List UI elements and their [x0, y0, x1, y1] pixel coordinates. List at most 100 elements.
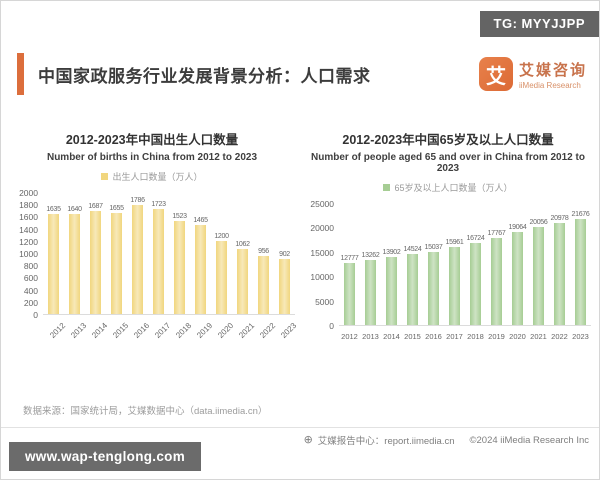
bar	[386, 257, 397, 325]
x-tick-label: 2018	[467, 332, 484, 341]
chart-body: 2000 1800 1600 1400 1200 1000 800 600 400 200 0 16…	[9, 188, 295, 320]
bar-value-label: 1635	[46, 206, 61, 214]
y-axis: 25000 20000 15000 10000 5000 0	[305, 199, 339, 331]
bar-value-label: 1062	[235, 241, 250, 249]
bar-slot: 956	[253, 193, 274, 314]
bar-value-label: 14524	[403, 246, 422, 254]
x-tick: 2016	[127, 315, 151, 343]
bar-slot: 20056	[528, 204, 549, 325]
y-tick-label: 400	[23, 285, 38, 296]
charts-row: 2012-2023年中国出生人口数量 Number of births in C…	[9, 129, 591, 354]
bar-value-label: 17767	[487, 230, 506, 238]
footer-line: ⊕ 艾媒报告中心：report.iimedia.cn ©2024 iiMedia…	[304, 433, 589, 447]
bar-slot: 19064	[507, 204, 528, 325]
x-tick: 2022	[549, 326, 570, 354]
bar-value-label: 1465	[193, 216, 208, 224]
x-tick-label: 2019	[488, 332, 505, 341]
bar-slot: 13262	[360, 204, 381, 325]
bar	[132, 205, 143, 314]
bar	[533, 227, 544, 325]
bar-value-label: 1523	[172, 213, 187, 221]
x-tick-label: 2022	[551, 332, 568, 341]
bar-slot: 1786	[127, 193, 148, 314]
bar-slot: 1687	[85, 193, 106, 314]
legend: 出生人口数量（万人）	[9, 170, 295, 183]
bar-value-label: 15037	[424, 243, 443, 251]
y-tick-label: 1200	[19, 236, 38, 247]
bar-slot: 1723	[148, 193, 169, 314]
bar-slot: 20978	[549, 204, 570, 325]
bar-slot: 1655	[106, 193, 127, 314]
bar	[237, 249, 248, 314]
accent-bar	[17, 53, 24, 95]
x-tick: 2017	[444, 326, 465, 354]
bar-slot: 15961	[444, 204, 465, 325]
bar	[90, 211, 101, 314]
x-tick-label: 2013	[362, 332, 379, 341]
x-tick: 2019	[190, 315, 214, 343]
bar	[344, 262, 355, 325]
bar	[48, 214, 59, 314]
y-tick-label: 200	[23, 297, 38, 308]
x-tick-label: 2014	[383, 332, 400, 341]
x-tick-label: 2023	[572, 332, 589, 341]
bar-value-label: 1687	[88, 203, 103, 211]
x-tick: 2013	[64, 315, 88, 343]
y-tick-label: 800	[23, 261, 38, 272]
bar	[174, 221, 185, 314]
bar-value-label: 19064	[508, 223, 527, 231]
tg-badge: TG: MYYJJPP	[479, 11, 599, 37]
legend-marker	[101, 173, 109, 180]
bar	[195, 224, 206, 314]
bar	[449, 247, 460, 325]
bar	[258, 255, 269, 314]
x-tick-label: 2020	[509, 332, 526, 341]
x-tick: 2022	[253, 315, 277, 343]
x-tick-label: 2012	[341, 332, 358, 341]
x-tick: 2015	[402, 326, 423, 354]
bar-value-label: 1655	[109, 205, 124, 213]
bar-slot: 1200	[211, 193, 232, 314]
bar	[279, 258, 290, 314]
bar-value-label: 20978	[550, 214, 569, 222]
x-tick-label: 2021	[530, 332, 547, 341]
watermark: www.wap-tenglong.com	[9, 442, 201, 471]
bar-slot: 15037	[423, 204, 444, 325]
bar	[216, 240, 227, 314]
y-tick-label: 1000	[19, 249, 38, 259]
logo-text: 艾媒咨询 iiMedia Research	[519, 59, 587, 90]
report-center-link: 艾媒报告中心：report.iimedia.cn	[317, 436, 455, 447]
births-chart: 2012-2023年中国出生人口数量 Number of births in C…	[9, 129, 298, 354]
x-tick: 2014	[85, 315, 109, 343]
bar-value-label: 1200	[214, 232, 229, 240]
copyright-text: ©2024 iiMedia Research Inc	[469, 434, 589, 446]
bar-slot: 1062	[232, 193, 253, 314]
legend-label: 出生人口数量（万人）	[112, 172, 203, 182]
bar-value-label: 13262	[361, 252, 380, 260]
bar	[407, 254, 418, 325]
logo-name-en: iiMedia Research	[518, 80, 581, 90]
chart-body: 25000 20000 15000 10000 5000 0 12777 13262 1390…	[305, 199, 591, 331]
bar-value-label: 1640	[67, 205, 82, 213]
bar-value-label: 956	[258, 247, 269, 255]
x-tick-label: 2023	[278, 321, 298, 340]
bar-value-label: 15961	[445, 239, 464, 247]
x-tick: 2012	[339, 326, 360, 354]
bar-slot: 1635	[43, 193, 64, 314]
x-tick: 2018	[465, 326, 486, 354]
bar	[470, 243, 481, 325]
x-tick-label: 2015	[404, 332, 421, 341]
x-tick: 2018	[169, 315, 193, 343]
bar	[111, 213, 122, 314]
y-tick-label: 1400	[19, 224, 38, 235]
y-tick-label: 600	[23, 273, 38, 284]
bar	[153, 208, 164, 314]
bars-area: 12777 13262 13902 14524 15037 15961 16724 17767…	[339, 204, 591, 326]
y-tick-label: 1800	[19, 200, 38, 211]
page-title: 中国家政服务行业发展背景分析：人口需求	[38, 66, 371, 86]
x-tick: 2015	[106, 315, 130, 343]
chart-subtitle: Number of people aged 65 and over in Chi…	[311, 152, 585, 174]
bars-area: 1635 1640 1687 1655 1786 1723 1523 1465 1200 1062…	[43, 193, 295, 315]
bar-slot: 12777	[339, 204, 360, 325]
